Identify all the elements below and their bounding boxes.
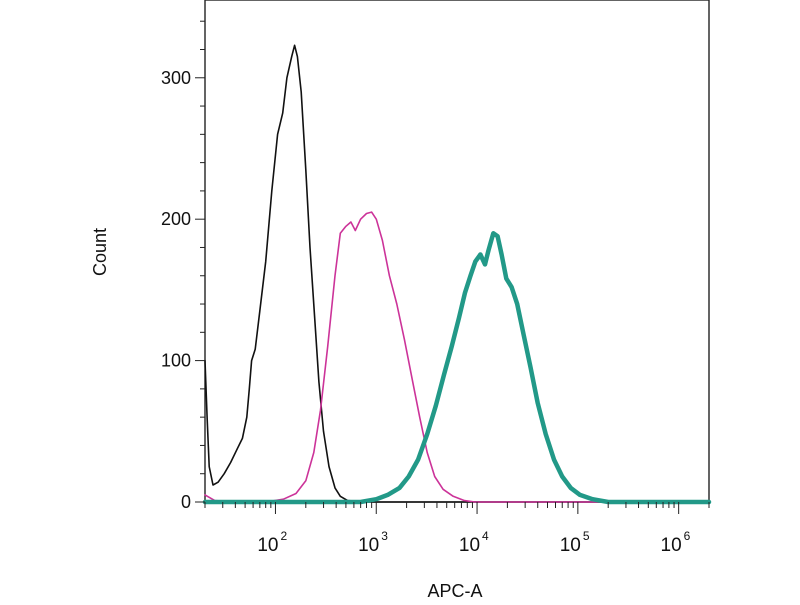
x-tick-label-base: 10: [257, 535, 278, 556]
series-line-1: [204, 44, 710, 503]
y-tick-label: 200: [161, 209, 191, 229]
x-tick-label-base: 10: [560, 535, 581, 556]
x-tick-label-exponent: 3: [381, 529, 388, 543]
y-tick-label: 100: [161, 351, 191, 371]
series-line-3: [202, 231, 712, 505]
x-axis: 10 2 10 3 10 4 10 5 10 6: [204, 502, 710, 556]
y-axis-label: Count: [90, 228, 110, 276]
x-tick-label-exponent: 6: [684, 529, 691, 543]
x-tick-label-base: 10: [661, 535, 682, 556]
y-tick-label: 0: [181, 492, 191, 512]
y-tick-label: 300: [161, 68, 191, 88]
series-line-2: [204, 211, 710, 503]
x-tick-label-exponent: 2: [280, 529, 287, 543]
y-axis: 0 100 200 300: [161, 20, 205, 512]
x-tick-label-exponent: 4: [482, 529, 489, 543]
plot-frame: [204, 0, 710, 503]
x-tick-label-base: 10: [358, 535, 379, 556]
x-tick-label-exponent: 5: [583, 529, 590, 543]
x-tick-label-base: 10: [459, 535, 480, 556]
x-axis-label: APC-A: [427, 581, 482, 600]
plot-border: [204, 0, 710, 503]
series-layer: [202, 44, 712, 505]
